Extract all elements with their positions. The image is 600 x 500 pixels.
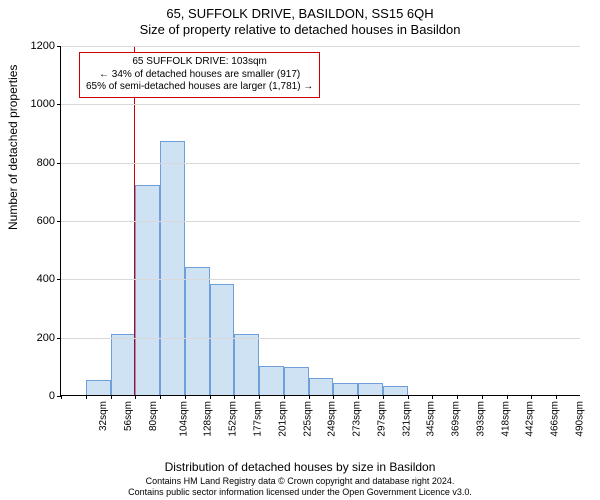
x-tick-mark — [309, 395, 310, 399]
gridline — [61, 338, 580, 339]
x-tick-mark — [531, 395, 532, 399]
histogram-bar — [259, 366, 284, 395]
x-tick-mark — [61, 395, 62, 399]
y-tick-label: 600 — [37, 215, 55, 227]
gridline — [61, 163, 580, 164]
x-tick-label: 32sqm — [98, 401, 109, 431]
x-tick-mark — [457, 395, 458, 399]
chart-title-sub: Size of property relative to detached ho… — [0, 22, 600, 37]
x-tick-label: 369sqm — [451, 401, 462, 437]
histogram-bar — [309, 378, 334, 396]
y-tick-label: 1000 — [31, 98, 55, 110]
chart-footer: Contains HM Land Registry data © Crown c… — [0, 476, 600, 498]
chart-container: 65, SUFFOLK DRIVE, BASILDON, SS15 6QH Si… — [0, 0, 600, 500]
y-tick-label: 1200 — [31, 40, 55, 52]
gridline — [61, 279, 580, 280]
histogram-bar — [185, 267, 210, 395]
histogram-bar — [284, 367, 309, 395]
x-tick-mark — [185, 395, 186, 399]
x-tick-label: 442sqm — [525, 401, 536, 437]
x-tick-mark — [210, 395, 211, 399]
gridline — [61, 46, 580, 47]
footer-line2: Contains public sector information licen… — [0, 487, 600, 498]
x-tick-mark — [111, 395, 112, 399]
x-tick-mark — [333, 395, 334, 399]
x-tick-label: 225sqm — [302, 401, 313, 437]
x-tick-mark — [284, 395, 285, 399]
plot-area: 65 SUFFOLK DRIVE: 103sqm ← 34% of detach… — [60, 46, 580, 396]
x-tick-label: 345sqm — [426, 401, 437, 437]
y-tick-label: 400 — [37, 273, 55, 285]
x-tick-mark — [556, 395, 557, 399]
y-tick-mark — [57, 279, 61, 280]
gridline — [61, 221, 580, 222]
x-tick-mark — [234, 395, 235, 399]
callout-line2: ← 34% of detached houses are smaller (91… — [86, 69, 313, 82]
histogram-bar — [358, 383, 383, 395]
histogram-bar — [210, 284, 235, 395]
x-tick-label: 466sqm — [550, 401, 561, 437]
x-tick-label: 393sqm — [475, 401, 486, 437]
histogram-bar — [86, 380, 111, 395]
x-tick-label: 104sqm — [178, 401, 189, 437]
histogram-bar — [333, 383, 358, 395]
x-tick-label: 249sqm — [327, 401, 338, 437]
x-tick-mark — [507, 395, 508, 399]
y-tick-label: 200 — [37, 332, 55, 344]
histogram-bar — [111, 334, 136, 395]
y-tick-mark — [57, 338, 61, 339]
y-tick-label: 0 — [49, 390, 55, 402]
x-tick-mark — [135, 395, 136, 399]
x-tick-mark — [432, 395, 433, 399]
x-tick-label: 177sqm — [253, 401, 264, 437]
y-axis-label: Number of detached properties — [6, 65, 20, 230]
x-tick-mark — [358, 395, 359, 399]
x-tick-label: 490sqm — [574, 401, 585, 437]
histogram-bar — [135, 185, 160, 395]
x-tick-label: 80sqm — [148, 401, 159, 431]
x-tick-mark — [408, 395, 409, 399]
x-tick-mark — [259, 395, 260, 399]
y-tick-mark — [57, 221, 61, 222]
footer-line1: Contains HM Land Registry data © Crown c… — [0, 476, 600, 487]
x-tick-label: 128sqm — [203, 401, 214, 437]
x-tick-label: 273sqm — [352, 401, 363, 437]
y-tick-mark — [57, 46, 61, 47]
histogram-bar — [383, 386, 408, 395]
x-tick-mark — [160, 395, 161, 399]
y-tick-mark — [57, 163, 61, 164]
x-tick-label: 418sqm — [500, 401, 511, 437]
x-tick-mark — [86, 395, 87, 399]
y-tick-mark — [57, 104, 61, 105]
callout-line1: 65 SUFFOLK DRIVE: 103sqm — [86, 56, 313, 69]
histogram-bar — [160, 141, 185, 395]
chart-title-main: 65, SUFFOLK DRIVE, BASILDON, SS15 6QH — [0, 6, 600, 21]
callout-box: 65 SUFFOLK DRIVE: 103sqm ← 34% of detach… — [79, 52, 320, 98]
x-tick-label: 56sqm — [123, 401, 134, 431]
y-tick-label: 800 — [37, 157, 55, 169]
x-tick-label: 152sqm — [228, 401, 239, 437]
x-tick-label: 321sqm — [401, 401, 412, 437]
histogram-bar — [234, 334, 259, 395]
x-tick-mark — [482, 395, 483, 399]
x-tick-label: 201sqm — [277, 401, 288, 437]
x-tick-mark — [383, 395, 384, 399]
callout-line3: 65% of semi-detached houses are larger (… — [86, 81, 313, 94]
gridline — [61, 104, 580, 105]
x-tick-label: 297sqm — [376, 401, 387, 437]
x-axis-label: Distribution of detached houses by size … — [0, 460, 600, 474]
